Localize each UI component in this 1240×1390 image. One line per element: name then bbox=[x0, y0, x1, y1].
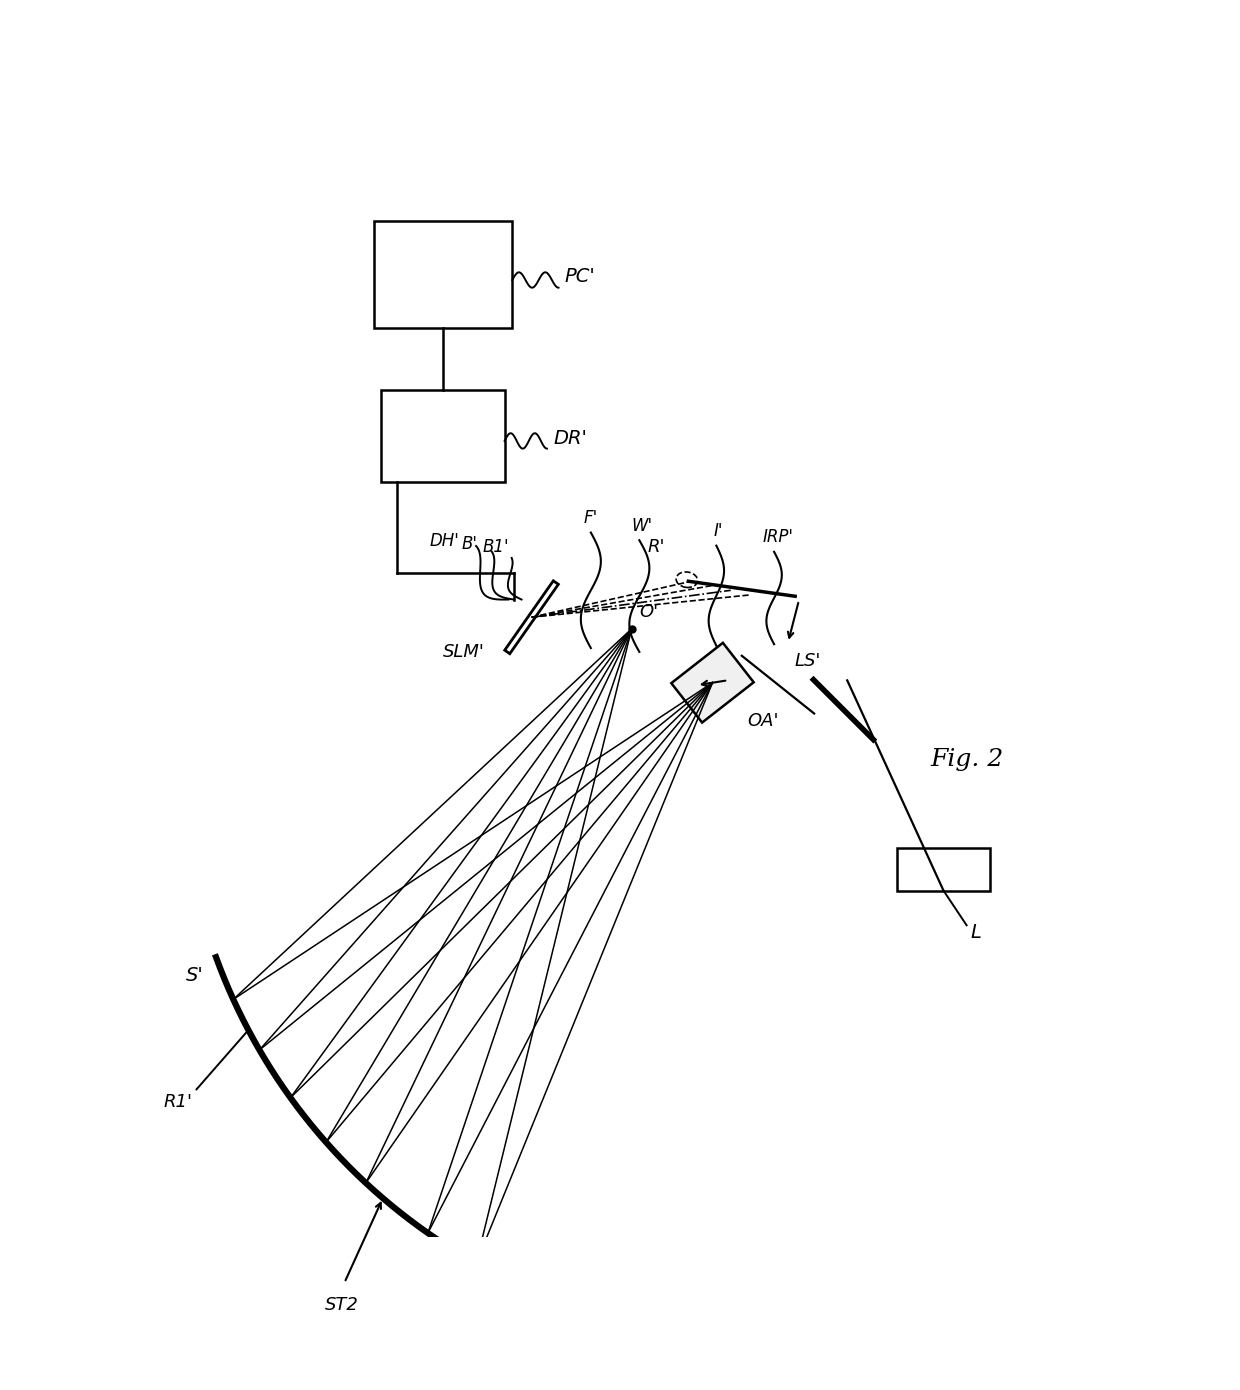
Text: F': F' bbox=[584, 509, 598, 527]
Text: Fig. 2: Fig. 2 bbox=[930, 748, 1003, 771]
Bar bbox=[382, 391, 505, 482]
Text: SLM': SLM' bbox=[443, 644, 485, 660]
Text: R': R' bbox=[647, 538, 665, 556]
Text: B': B' bbox=[463, 535, 477, 553]
Text: W': W' bbox=[631, 517, 652, 535]
Text: R1': R1' bbox=[164, 1093, 192, 1111]
Bar bbox=[898, 848, 990, 891]
Text: DH': DH' bbox=[429, 532, 460, 550]
Polygon shape bbox=[671, 642, 754, 723]
Text: PC': PC' bbox=[564, 267, 595, 286]
Text: ST2: ST2 bbox=[325, 1295, 358, 1314]
Text: S': S' bbox=[186, 966, 205, 986]
Bar bbox=[373, 221, 512, 328]
Text: OA': OA' bbox=[748, 712, 779, 730]
Text: IRP': IRP' bbox=[763, 528, 794, 546]
Text: I': I' bbox=[714, 523, 723, 541]
Text: O': O' bbox=[640, 603, 658, 621]
Text: DR': DR' bbox=[553, 428, 587, 448]
Text: L: L bbox=[971, 923, 981, 942]
Text: B1': B1' bbox=[482, 538, 508, 556]
Text: LS': LS' bbox=[794, 652, 821, 670]
